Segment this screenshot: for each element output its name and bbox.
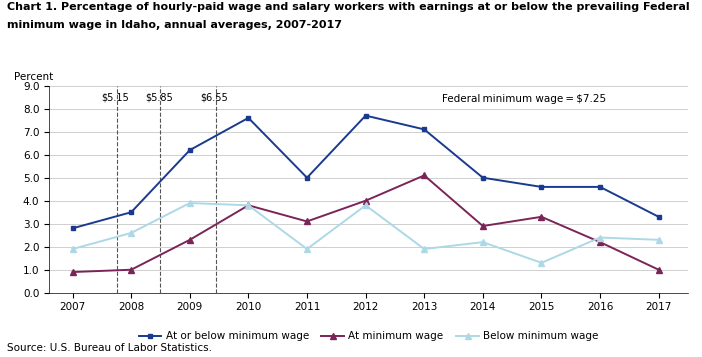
Text: Percent: Percent	[14, 71, 53, 81]
Text: $5.85: $5.85	[145, 92, 173, 102]
Below minimum wage	[68, 247, 77, 251]
Text: $6.55: $6.55	[201, 92, 228, 102]
At or below minimum wage	[537, 185, 545, 189]
Legend: At or below minimum wage, At minimum wage, Below minimum wage: At or below minimum wage, At minimum wag…	[134, 327, 603, 346]
At or below minimum wage	[127, 210, 135, 214]
Below minimum wage	[479, 240, 487, 244]
Text: $5.15: $5.15	[101, 92, 128, 102]
At or below minimum wage	[596, 185, 604, 189]
At minimum wage	[244, 203, 253, 207]
Below minimum wage	[303, 247, 311, 251]
At minimum wage	[362, 198, 370, 203]
At minimum wage	[185, 238, 194, 242]
Text: Federal minimum wage = $7.25: Federal minimum wage = $7.25	[442, 94, 606, 104]
At or below minimum wage	[654, 215, 663, 219]
At minimum wage	[68, 270, 77, 274]
At or below minimum wage	[303, 176, 311, 180]
Text: minimum wage in Idaho, annual averages, 2007-2017: minimum wage in Idaho, annual averages, …	[7, 20, 342, 30]
At or below minimum wage	[479, 176, 487, 180]
At minimum wage	[303, 219, 311, 223]
Below minimum wage	[537, 261, 545, 265]
Line: Below minimum wage: Below minimum wage	[69, 200, 661, 266]
Text: Chart 1. Percentage of hourly-paid wage and salary workers with earnings at or b: Chart 1. Percentage of hourly-paid wage …	[7, 2, 689, 12]
At or below minimum wage	[185, 148, 194, 152]
Line: At or below minimum wage: At or below minimum wage	[70, 113, 661, 231]
At minimum wage	[127, 268, 135, 272]
Below minimum wage	[596, 235, 604, 240]
At minimum wage	[537, 215, 545, 219]
Text: Source: U.S. Bureau of Labor Statistics.: Source: U.S. Bureau of Labor Statistics.	[7, 343, 212, 353]
Below minimum wage	[244, 203, 253, 207]
Below minimum wage	[654, 238, 663, 242]
At minimum wage	[420, 173, 428, 177]
At minimum wage	[654, 268, 663, 272]
At or below minimum wage	[362, 114, 370, 118]
At or below minimum wage	[244, 116, 253, 120]
At or below minimum wage	[420, 127, 428, 131]
Below minimum wage	[362, 203, 370, 207]
Below minimum wage	[185, 201, 194, 205]
Below minimum wage	[127, 231, 135, 235]
Line: At minimum wage: At minimum wage	[69, 173, 661, 275]
At minimum wage	[479, 224, 487, 228]
Below minimum wage	[420, 247, 428, 251]
At or below minimum wage	[68, 226, 77, 231]
At minimum wage	[596, 240, 604, 244]
